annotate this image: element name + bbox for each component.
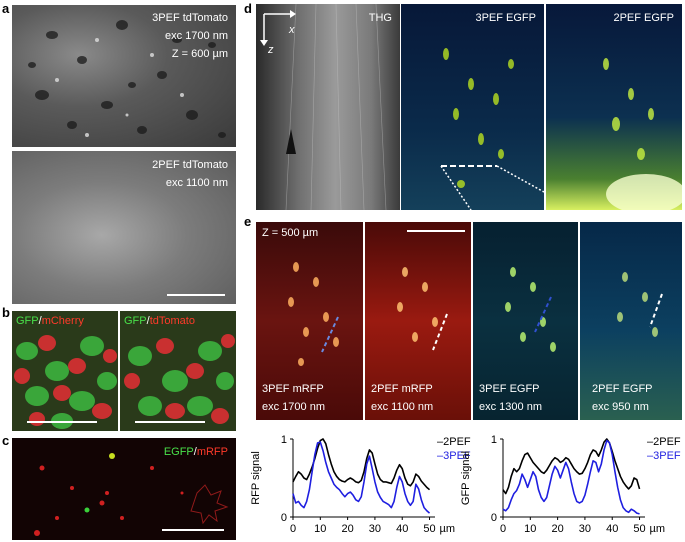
panel-e-img4-line1: 2PEF EGFP: [592, 383, 653, 395]
panel-a-scale-bar: [167, 294, 225, 296]
panel-a-3pef-image: 3PEF tdTomato exc 1700 nm Z = 600 µm: [12, 5, 236, 147]
chart-0-ylabel: RFP signal: [250, 451, 262, 505]
panel-b-right-legend: GFP/tdTomato: [124, 315, 195, 328]
chart-1-series-3PEF: [502, 439, 640, 515]
chart-1-xtick-label: 0: [500, 523, 506, 535]
panel-label-d: d: [244, 1, 252, 16]
panel-e-2pef-egfp-image: 2PEF EGFP exc 950 nm: [580, 222, 682, 420]
panel-e-3pef-egfp-image: 3PEF EGFP exc 1300 nm: [473, 222, 578, 420]
panel-e-scale-bar: [407, 230, 465, 232]
panel-a-2pef-label-2: exc 1100 nm: [165, 177, 228, 189]
panel-d-3pef-image: 3PEF EGFP: [401, 4, 544, 210]
panel-c-slash: /: [193, 446, 197, 458]
panel-b-mcherry-cells: [14, 335, 117, 429]
chart-1-legend-0: –2PEF: [647, 436, 681, 448]
chart-1-ytick-label: 0: [491, 512, 497, 524]
panel-c-scale-bar: [162, 529, 224, 531]
panel-e-3pef-mrfp-cells: [288, 262, 339, 366]
chart-0-xtick-label: 20: [341, 523, 353, 535]
chart-1-xtick-label: 10: [524, 523, 536, 535]
panel-b-tdtomato-image: GFP/tdTomato: [120, 311, 236, 431]
panel-c-image: EGFP/mRFP: [12, 438, 236, 540]
panel-e-3pef-egfp-cells: [505, 267, 556, 352]
panel-b-right-tdtomato: tdTomato: [149, 315, 195, 327]
chart-0-xtick-label: 40: [396, 523, 408, 535]
chart-0-xunit: µm: [440, 523, 456, 535]
panel-label-b: b: [2, 305, 10, 320]
chart-0-legend-1: –3PEF: [437, 450, 471, 462]
panel-e-img1-line2: exc 1700 nm: [262, 401, 325, 413]
chart-1-xtick-label: 20: [551, 523, 563, 535]
panel-a-2pef-label-1: 2PEF tdTomato: [152, 159, 228, 171]
chart-0-xtick-label: 10: [314, 523, 326, 535]
panel-label-c: c: [2, 433, 10, 448]
panel-e-2pef-egfp-cells: [617, 272, 663, 337]
chart-1-xtick-label: 30: [579, 523, 591, 535]
chart-1-ytick-label: 1: [491, 434, 497, 446]
panel-d-axis-z-label: z: [268, 44, 274, 56]
panel-d-axis-x-label: x: [289, 24, 295, 36]
chart-0-xtick-label: 30: [369, 523, 381, 535]
chart-1-xunit: µm: [650, 523, 666, 535]
panel-e-img3-line2: exc 1300 nm: [479, 401, 542, 413]
panel-b-left-slash: /: [38, 315, 42, 327]
panel-d-2pef-image: 2PEF EGFP: [546, 4, 682, 210]
panel-d-axes-icon: [260, 10, 296, 46]
panel-a-3pef-label-3: Z = 600 µm: [171, 48, 228, 60]
panel-b-right-gfp: GFP: [124, 315, 147, 327]
panel-d-thg-texture: [285, 4, 387, 210]
chart-0-legend-0: –2PEF: [437, 436, 471, 448]
chart-1-series-2PEF: [502, 438, 641, 495]
chart-0-xtick-label: 50: [423, 523, 435, 535]
panel-e-2pef-mrfp-image: 2PEF mRFP exc 1100 nm: [365, 222, 471, 420]
chart-0-series-3PEF: [292, 441, 431, 514]
panel-e-img2-line1: 2PEF mRFP: [371, 383, 433, 395]
panel-d-thg-title: THG: [368, 12, 392, 24]
panel-e-img2-line2: exc 1100 nm: [371, 401, 434, 413]
panel-a-2pef-image: 2PEF tdTomato exc 1100 nm: [12, 151, 236, 304]
chart-1-legend-1: –3PEF: [647, 450, 681, 462]
panel-e-img1-line1: 3PEF mRFP: [262, 383, 324, 395]
panel-b-left-mcherry: mCherry: [41, 315, 84, 327]
chart-1-ylabel: GFP signal: [460, 451, 472, 505]
panel-a-3pef-label-1: 3PEF tdTomato: [152, 12, 228, 24]
panel-c-legend: EGFP/mRFP: [164, 446, 228, 459]
panel-d-3pef-title: 3PEF EGFP: [475, 12, 536, 24]
panel-a-3pef-label-2: exc 1700 nm: [165, 30, 228, 42]
panel-d-3pef-cells: [440, 48, 544, 210]
panel-label-a: a: [2, 1, 10, 16]
panel-b-right-scale-bar: [135, 421, 205, 423]
panel-b-tdtomato-cells: [124, 334, 235, 424]
panel-b-left-legend: GFP/mCherry: [16, 315, 84, 328]
panel-e-2pef-mrfp-cells: [397, 267, 448, 351]
panel-a-3pef-texture: [28, 20, 226, 138]
panel-b-left-gfp: GFP: [16, 315, 39, 327]
panel-e-img3-line1: 3PEF EGFP: [479, 383, 540, 395]
panel-c-egfp: EGFP: [163, 446, 194, 458]
panel-e-depth-label: Z = 500 µm: [262, 227, 319, 239]
panel-e-img4-line2: exc 950 nm: [592, 401, 649, 413]
chart-0-series-2PEF: [292, 438, 431, 491]
panel-c-mrfp: mRFP: [196, 446, 228, 458]
panel-d-thg-image: THG x z: [256, 4, 400, 210]
panel-label-e: e: [244, 214, 252, 229]
panel-d-2pef-title: 2PEF EGFP: [613, 12, 674, 24]
chart-1-xtick-label: 50: [633, 523, 645, 535]
panel-b-right-slash: /: [146, 315, 150, 327]
chart-0-ytick-label: 1: [281, 434, 287, 446]
panel-e-3pef-mrfp-image: Z = 500 µm 3PEF mRFP exc 1700 nm: [256, 222, 363, 420]
chart-0-ytick-label: 0: [281, 512, 287, 524]
chart-1-xtick-label: 40: [606, 523, 618, 535]
panel-d-2pef-cells: [603, 58, 682, 210]
panel-c-cells: [34, 453, 229, 536]
panel-b-left-scale-bar: [27, 421, 97, 423]
panel-b-mcherry-image: GFP/mCherry: [12, 311, 118, 431]
chart-0-xtick-label: 0: [290, 523, 296, 535]
